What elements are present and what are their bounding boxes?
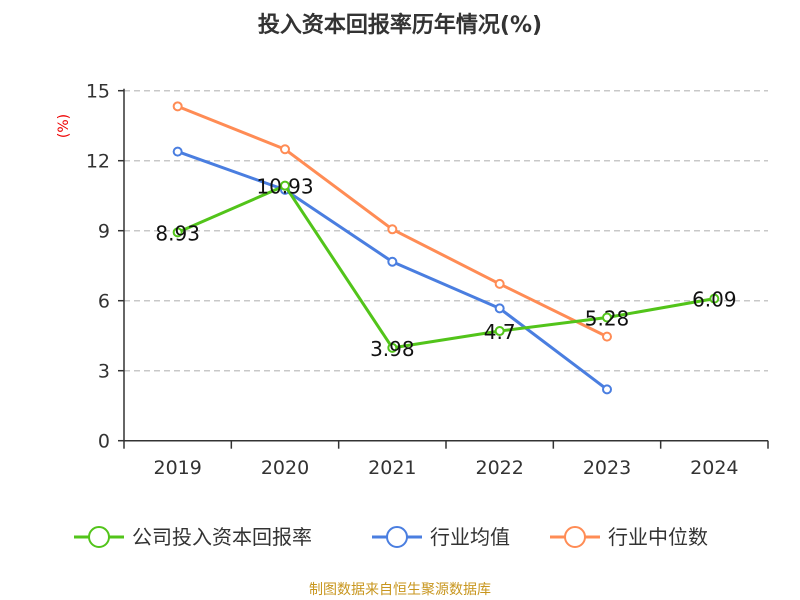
y-tick-label: 9 [98,221,110,243]
legend-circle-icon [564,526,586,548]
data-point [172,101,183,112]
legend-circle-icon [88,526,110,548]
data-point [494,303,505,314]
data-point [387,224,398,235]
source-note: 制图数据来自恒生聚源数据库 [309,582,491,598]
data-label: 10.93 [256,175,313,199]
data-point [280,144,290,155]
data-label: 8.93 [155,221,200,245]
x-tick-label: 2022 [475,457,523,479]
x-tick-label: 2019 [153,457,201,479]
legend-item[interactable]: 公司投入资本回报率 [74,525,312,549]
y-tick-label: 0 [98,431,110,453]
x-tick-label: 2024 [690,457,738,479]
legend-item[interactable]: 行业均值 [372,525,510,549]
data-point [602,384,612,395]
legend-label: 公司投入资本回报率 [132,525,312,549]
data-point [387,342,398,353]
data-point [602,331,612,342]
y-tick-label: 3 [98,361,110,383]
data-point [494,278,505,289]
x-tick-label: 2020 [261,457,309,479]
data-label: 4.7 [484,320,516,344]
data-label: 6.09 [692,288,737,312]
x-tick-label: 2021 [368,457,416,479]
series-line-2 [177,104,608,338]
data-label: 3.98 [370,337,415,361]
data-point [172,227,183,238]
series-line-0 [177,184,715,350]
data-label: 5.28 [585,307,630,331]
y-axis-unit: (%) [56,114,72,138]
data-point [280,180,290,191]
data-point [172,146,183,157]
y-tick-label: 6 [98,291,110,313]
legend-circle-icon [386,526,408,548]
x-tick-label: 2023 [583,457,631,479]
data-point [602,312,612,323]
y-tick-label: 15 [86,81,110,103]
legend-label: 行业中位数 [608,525,708,549]
legend-item[interactable]: 行业中位数 [550,525,708,549]
y-tick-label: 12 [86,151,110,173]
data-point [494,326,505,337]
chart-title: 投入资本回报率历年情况(%) [258,12,542,38]
data-point [387,256,398,267]
data-point [709,293,720,304]
legend-label: 行业均值 [430,525,510,549]
